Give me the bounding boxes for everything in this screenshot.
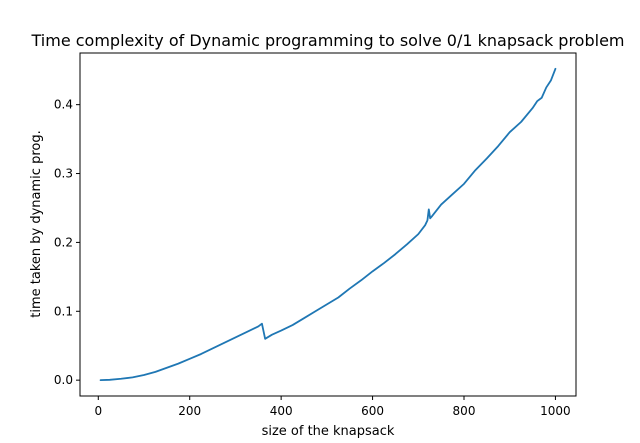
series-layer: [99, 67, 557, 382]
x-axis: 0 200 400 600 800 1000: [94, 396, 571, 418]
y-tick-label: 0.2: [54, 235, 73, 249]
series-line-0: [99, 67, 557, 382]
x-tick-label: 800: [453, 404, 476, 418]
x-tick-label: 400: [270, 404, 293, 418]
y-tick-label: 0.1: [54, 304, 73, 318]
chart-title: Time complexity of Dynamic programming t…: [31, 31, 625, 50]
y-tick-label: 0.3: [54, 167, 73, 181]
x-tick-label: 600: [361, 404, 384, 418]
x-tick-label: 0: [94, 404, 102, 418]
y-axis: 0.0 0.1 0.2 0.3 0.4: [54, 98, 80, 387]
y-tick-label: 0.0: [54, 373, 73, 387]
plot-area: [79, 52, 577, 397]
y-axis-label: time taken by dynamic prog.: [29, 130, 44, 317]
y-tick-label: 0.4: [54, 98, 73, 112]
x-tick-label: 200: [178, 404, 201, 418]
x-axis-label: size of the knapsack: [262, 424, 395, 439]
x-tick-label: 1000: [540, 404, 571, 418]
axes-frame: [79, 52, 577, 397]
